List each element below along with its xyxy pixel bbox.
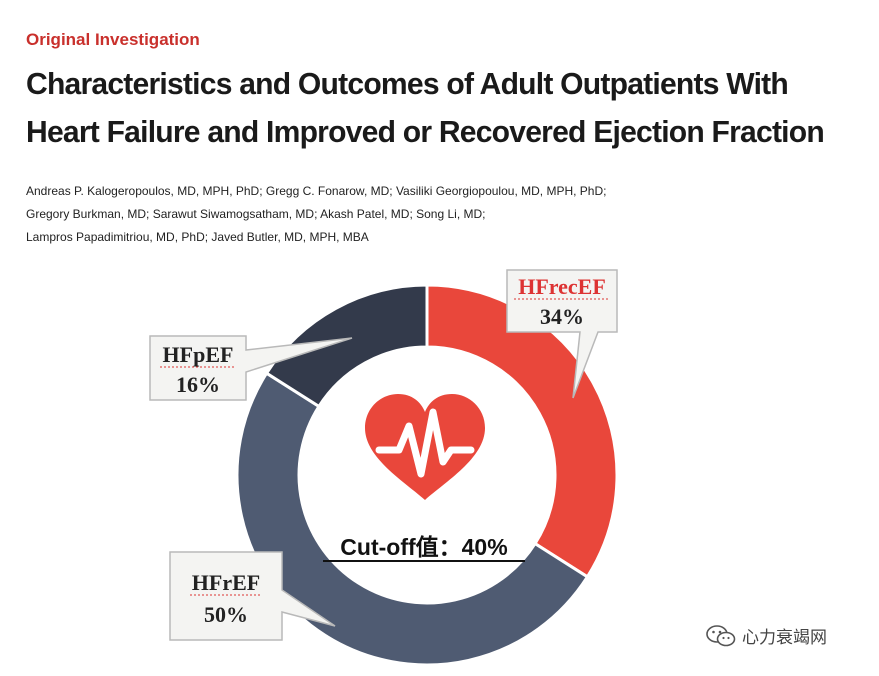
author-line-1: Andreas P. Kalogeropoulos, MD, MPH, PhD;…	[26, 184, 607, 198]
author-line-2: Gregory Burkman, MD; Sarawut Siwamogsath…	[26, 207, 486, 221]
value-hfrecef: 34%	[540, 304, 584, 329]
title-line-2: Heart Failure and Improved or Recovered …	[26, 114, 825, 149]
title-line-1: Characteristics and Outcomes of Adult Ou…	[26, 66, 789, 101]
watermark-text: 心力衰竭网	[742, 628, 827, 648]
label-hfref: HFrEF	[192, 570, 260, 595]
watermark: 心力衰竭网	[706, 623, 827, 648]
author-line-3: Lampros Papadimitriou, MD, PhD; Javed Bu…	[26, 230, 369, 244]
cutoff-label: Cut-off值：40%	[340, 534, 507, 560]
slice-hfref	[235, 371, 590, 667]
slice-hfpef	[264, 283, 429, 409]
callout-hfpef: HFpEF 16%	[149, 335, 353, 401]
article-title: Characteristics and Outcomes of Adult Ou…	[26, 60, 831, 156]
value-hfref: 50%	[204, 602, 248, 627]
section-label: Original Investigation	[26, 30, 200, 49]
value-hfpef: 16%	[176, 372, 220, 397]
author-list: Andreas P. Kalogeropoulos, MD, MPH, PhD;…	[26, 180, 606, 249]
label-hfpef: HFpEF	[163, 342, 234, 367]
heart-pulse-icon	[365, 394, 485, 500]
callout-hfrecef: HFrecEF 34%	[506, 269, 618, 399]
wechat-icon	[706, 624, 736, 646]
callout-hfref: HFrEF 50%	[169, 551, 336, 641]
label-hfrecef: HFrecEF	[518, 274, 606, 299]
